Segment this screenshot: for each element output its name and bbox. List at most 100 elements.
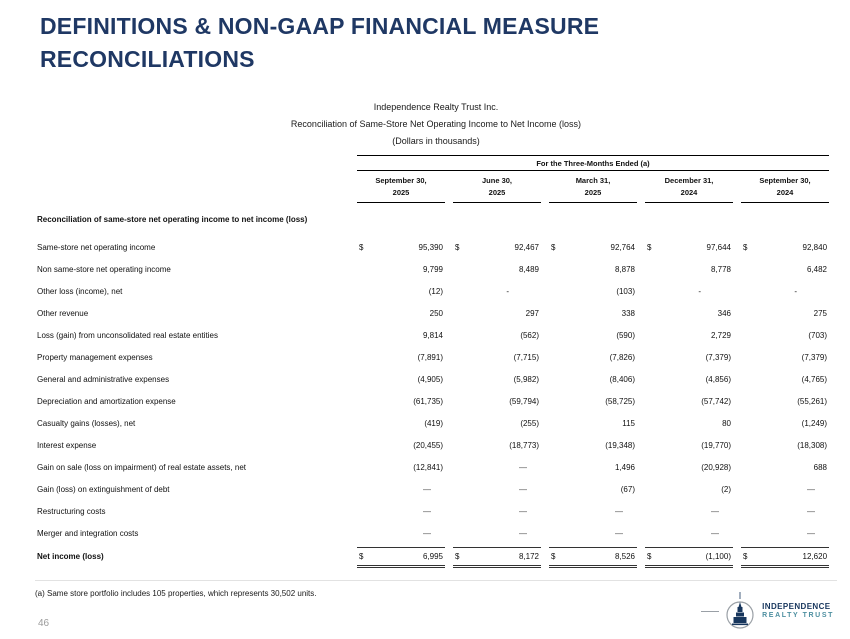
data-cell-box: (7,715) (453, 347, 541, 369)
table-row: General and administrative expenses (4,90… (35, 369, 837, 391)
cell-value: (18,308) (797, 441, 828, 451)
row-label: Depreciation and amortization expense (37, 397, 176, 407)
cell-value: 250 (429, 309, 443, 319)
data-cell: 275 (741, 303, 837, 325)
cell-value: — (519, 485, 527, 495)
data-cell: — (741, 501, 837, 523)
cell-value: (61,735) (413, 397, 443, 407)
cell-value: (7,715) (513, 353, 539, 363)
data-cell: $12,620 (741, 545, 837, 569)
data-cell-box: $12,620 (741, 547, 830, 569)
span-header-cell: For the Three-Months Ended (a) (357, 155, 837, 171)
data-cell: $ (1,100) (645, 545, 741, 569)
data-cell: 297 (453, 303, 549, 325)
data-cell-box: $92,467 (453, 237, 541, 259)
data-cell-box: (4,856) (645, 369, 733, 391)
cell-value: 8,526 (614, 552, 635, 562)
currency-symbol: $ (455, 243, 460, 253)
data-cell: - (645, 281, 741, 303)
data-cell: (4,856) (645, 369, 741, 391)
data-cell-box: — (453, 457, 541, 479)
column-header-label: March 31, 2025 (549, 171, 637, 204)
data-cell-box: (703) (741, 325, 829, 347)
table-row: Other revenue 250 297 338 346 275 (35, 303, 837, 325)
row-label: Non same-store net operating income (37, 265, 171, 275)
row-label: Loss (gain) from unconsolidated real est… (37, 331, 218, 341)
page-title: DEFINITIONS & NON-GAAP FINANCIAL MEASURE… (40, 13, 600, 73)
data-cell-box: 9,814 (357, 325, 445, 347)
data-cell-box: (18,308) (741, 435, 829, 457)
data-cell: — (357, 523, 453, 545)
data-cell-box: $92,840 (741, 237, 829, 259)
column-header-date: June 30, (481, 176, 512, 185)
row-label: Other loss (income), net (37, 287, 123, 297)
cell-value: 6,995 (422, 552, 443, 562)
data-cell-box: — (549, 501, 637, 523)
data-cell-box: 338 (549, 303, 637, 325)
cell-value: 92,840 (802, 243, 828, 253)
column-header-year: 2025 (584, 187, 602, 197)
data-cell-box: (7,379) (741, 347, 829, 369)
data-cell: $92,840 (741, 237, 837, 259)
data-cell-box: (20,455) (357, 435, 445, 457)
data-cell: (12) (357, 281, 453, 303)
cell-value: (19,348) (605, 441, 635, 451)
cell-value: — (423, 529, 431, 539)
cell-value: 12,620 (802, 552, 828, 562)
cell-value: 275 (813, 309, 828, 319)
span-header-row: For the Three-Months Ended (a) (35, 155, 837, 171)
cell-value: 9,814 (422, 331, 443, 341)
data-cell-box: (1,249) (741, 413, 829, 435)
section-header-row: Reconciliation of same-store net operati… (35, 203, 837, 237)
table-row: Non same-store net operating income 9,799… (35, 259, 837, 281)
cell-value: - (794, 287, 798, 297)
cell-value: 346 (717, 309, 731, 319)
currency-symbol: $ (551, 552, 556, 562)
footnote: (a) Same store portfolio includes 105 pr… (35, 580, 837, 598)
table-row: Casualty gains (losses), net (419) (255) 11… (35, 413, 837, 435)
data-cell: (419) (357, 413, 453, 435)
data-cell-box: (67) (549, 479, 637, 501)
currency-symbol: $ (551, 243, 556, 253)
data-cell: 6,482 (741, 259, 837, 281)
data-cell: (57,742) (645, 391, 741, 413)
cell-value: (57,742) (701, 397, 731, 407)
cell-value: (55,261) (797, 397, 828, 407)
cell-value: 92,467 (514, 243, 539, 253)
page-number: 46 (38, 618, 50, 629)
cell-value: (255) (520, 419, 539, 429)
table-row: Interest expense (20,455) (18,773) (19,348)… (35, 435, 837, 457)
reconciliation-table: For the Three-Months Ended (a) September… (35, 155, 837, 569)
data-cell: (18,773) (453, 435, 549, 457)
cell-value: 338 (621, 309, 635, 319)
data-cell-box: 6,482 (741, 259, 829, 281)
data-cell: (703) (741, 325, 837, 347)
row-label: Interest expense (37, 441, 97, 451)
cell-value: 8,489 (518, 265, 539, 275)
cell-value: 6,482 (806, 265, 828, 275)
data-cell-box: $8,172 (453, 547, 541, 569)
cell-value: (18,773) (509, 441, 539, 451)
cell-value: (8,406) (609, 375, 635, 385)
cell-value: (2) (721, 485, 731, 495)
data-cell: (103) (549, 281, 645, 303)
data-cell: (59,794) (453, 391, 549, 413)
cell-value: (20,455) (413, 441, 443, 451)
column-header-cell: June 30, 2025 (453, 171, 549, 204)
row-label: Gain (loss) on extinguishment of debt (37, 485, 170, 495)
column-header-year: 2025 (488, 187, 506, 197)
data-cell-box: (8,406) (549, 369, 637, 391)
data-cell: (7,379) (741, 347, 837, 369)
data-cell-box: (5,982) (453, 369, 541, 391)
cell-value: (7,826) (609, 353, 635, 363)
data-cell-box: (58,725) (549, 391, 637, 413)
cell-value: (4,765) (801, 375, 828, 385)
cell-value: — (615, 529, 623, 539)
cell-value: — (807, 529, 816, 539)
data-cell: $8,526 (549, 545, 645, 569)
data-cell: (19,770) (645, 435, 741, 457)
data-cell: 115 (549, 413, 645, 435)
data-cell-box: 688 (741, 457, 829, 479)
data-cell: 9,814 (357, 325, 453, 347)
cell-value: 80 (722, 419, 731, 429)
